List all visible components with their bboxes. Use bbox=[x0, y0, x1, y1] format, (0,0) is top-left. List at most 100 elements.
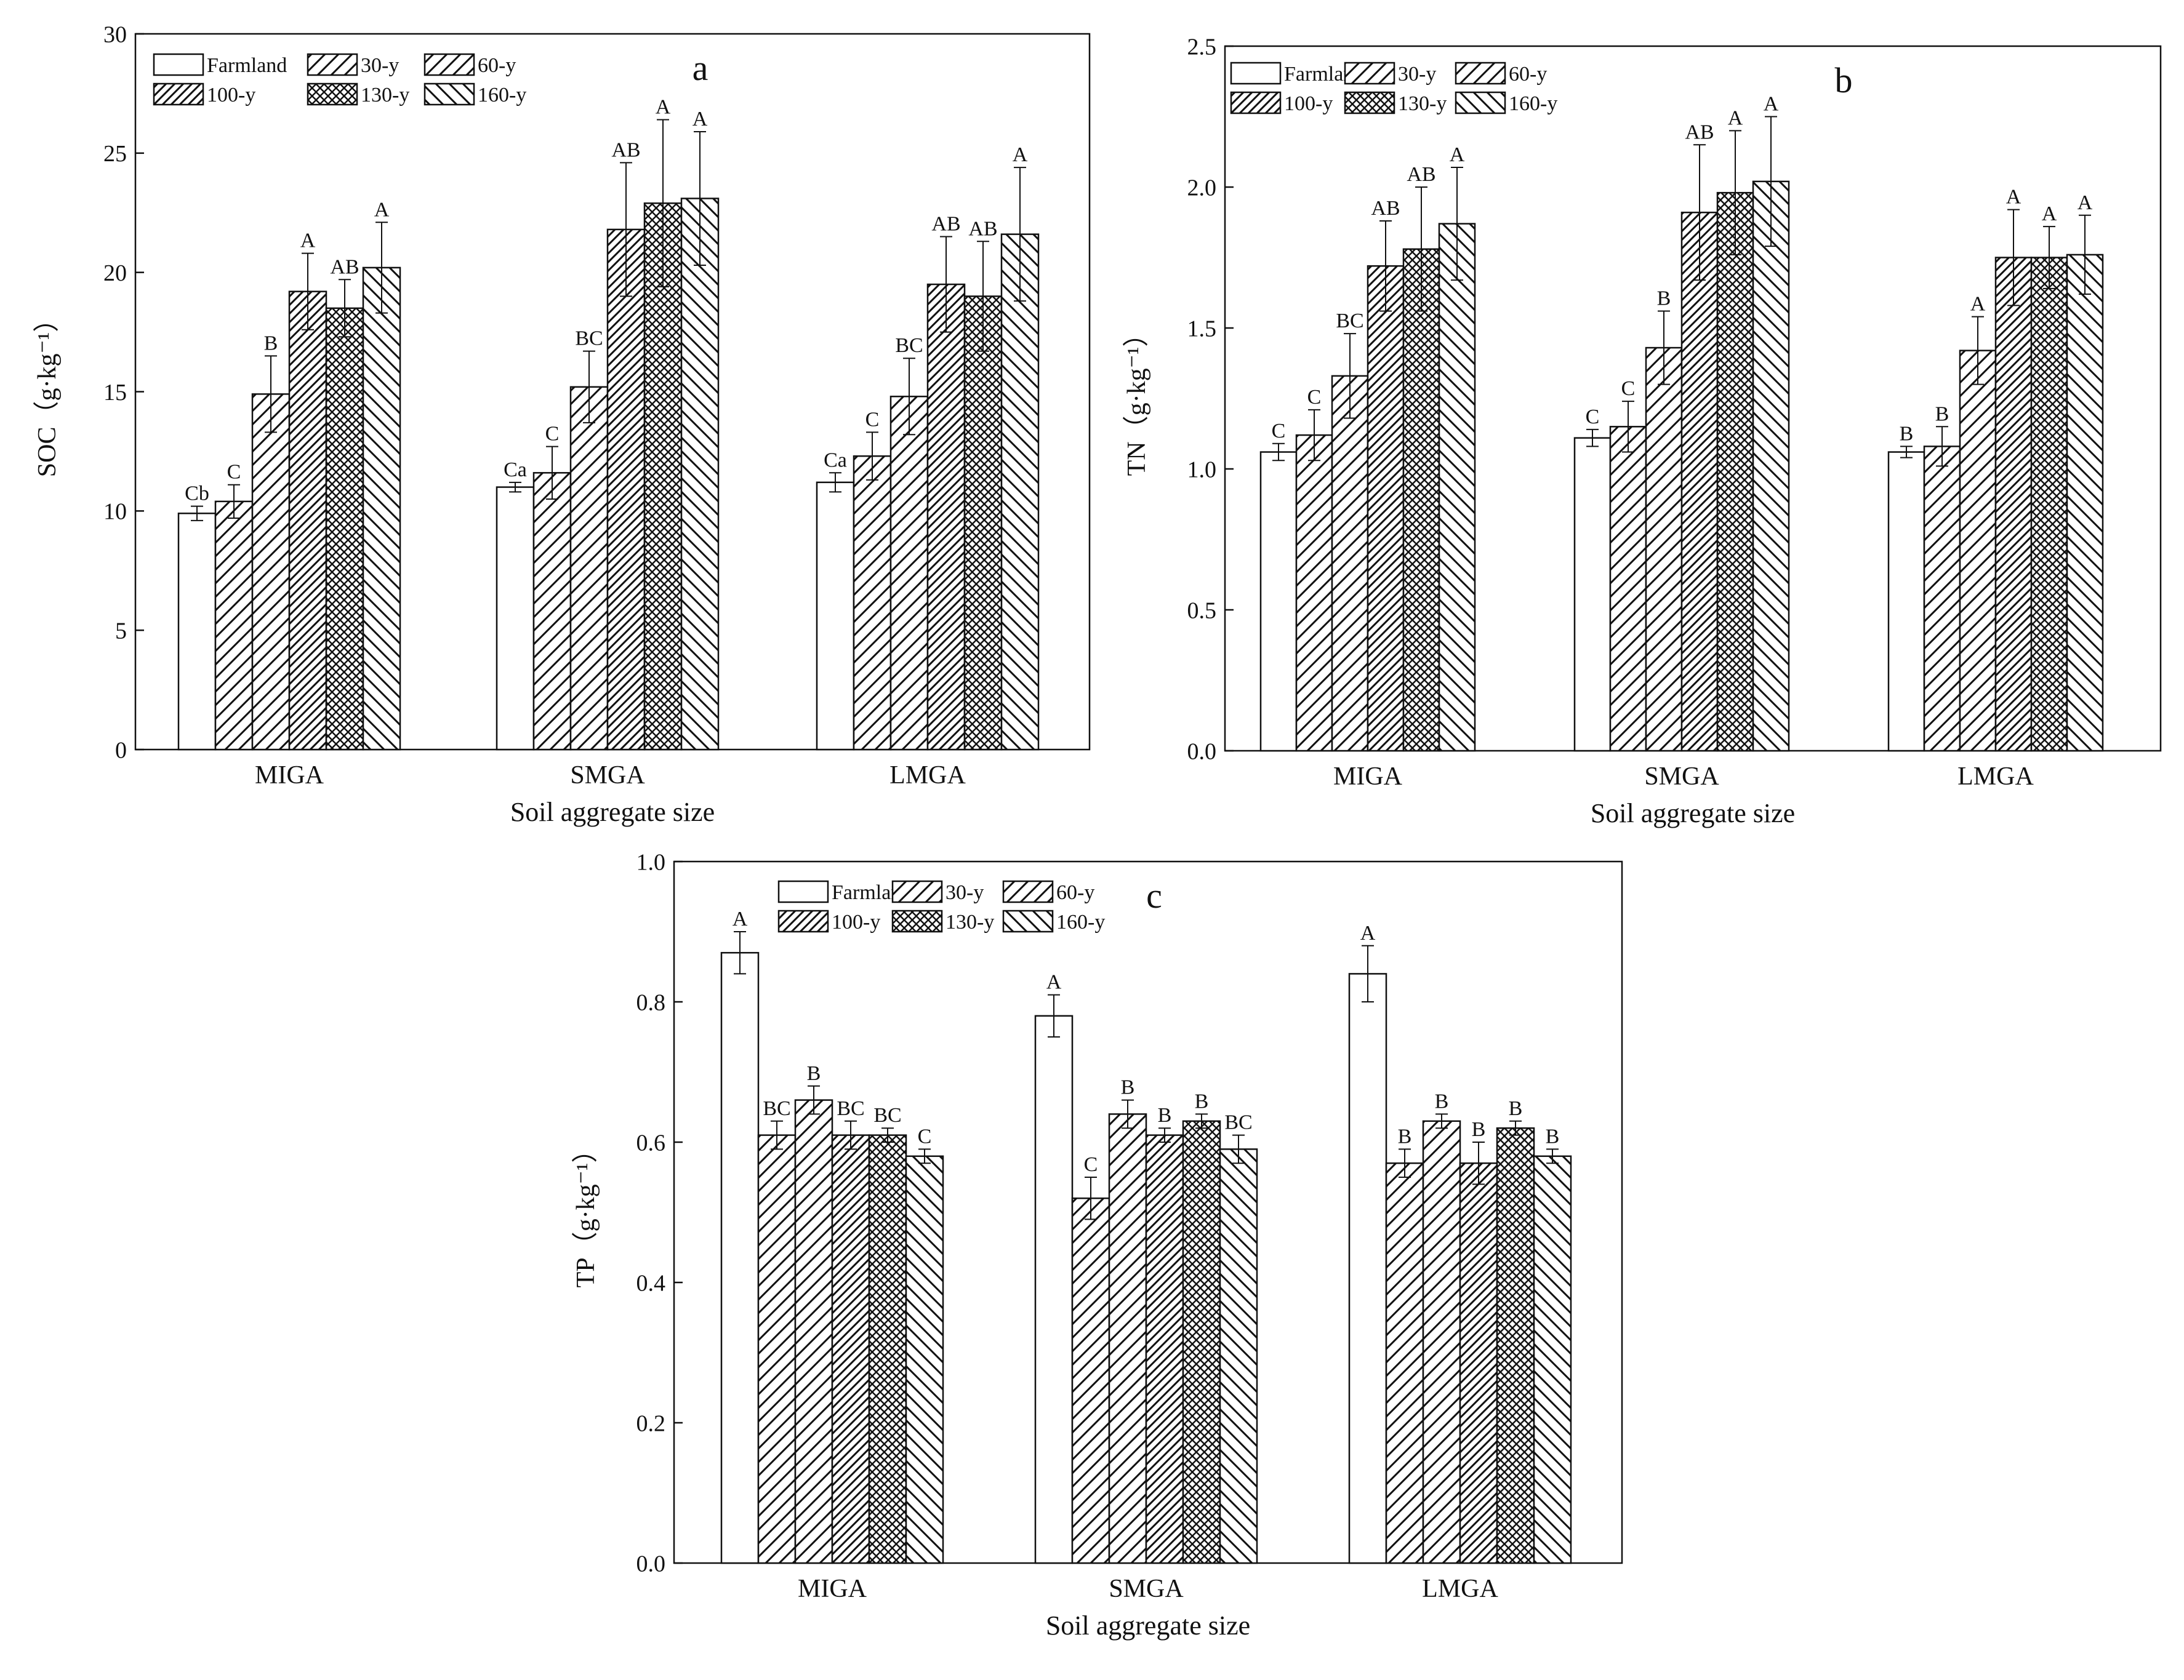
significance-letter: A bbox=[2078, 191, 2093, 214]
error-bar bbox=[1972, 316, 1984, 385]
bar-130-y-lmga bbox=[1496, 1127, 1535, 1564]
chart-panel-b: 0.00.51.01.52.02.5TN（g·kg⁻¹）MIGACCBCABAB… bbox=[1123, 34, 2162, 828]
bar-130-y-smga bbox=[1182, 1120, 1221, 1564]
legend-label-100-y: 100-y bbox=[832, 911, 880, 934]
significance-letter: A bbox=[733, 908, 748, 930]
significance-letter: A bbox=[1450, 143, 1465, 166]
error-bar bbox=[734, 931, 746, 975]
error-bar bbox=[1415, 186, 1427, 312]
bar-60-y-smga bbox=[569, 386, 609, 751]
significance-letter: AB bbox=[968, 217, 997, 240]
error-bar bbox=[509, 481, 521, 493]
significance-letter: BC bbox=[1224, 1111, 1252, 1134]
bar-130-y-smga bbox=[643, 202, 683, 751]
bar-60-y-lmga bbox=[889, 396, 929, 751]
significance-letter: C bbox=[545, 423, 560, 446]
significance-letter: B bbox=[1472, 1118, 1486, 1141]
error-bar bbox=[583, 350, 595, 423]
legend-label-60-y: 60-y bbox=[1056, 881, 1094, 904]
error-bar bbox=[191, 505, 203, 521]
x-tick-label: LMGA bbox=[1422, 1575, 1498, 1603]
significance-letter: C bbox=[1084, 1153, 1098, 1176]
error-bar bbox=[940, 236, 952, 333]
bar-60-y-miga bbox=[1331, 375, 1369, 752]
y-tick-label: 0.2 bbox=[636, 1410, 666, 1436]
error-bar bbox=[1472, 1142, 1485, 1185]
significance-letter: BC bbox=[575, 327, 603, 350]
legend-swatch-farmland bbox=[777, 880, 829, 903]
bar-farmland-smga bbox=[1034, 1015, 1074, 1564]
error-bar bbox=[1509, 1120, 1522, 1136]
significance-letter: B bbox=[1435, 1090, 1449, 1113]
significance-letter: A bbox=[693, 108, 708, 130]
legend-swatch-30-y bbox=[891, 880, 943, 903]
x-tick-label: LMGA bbox=[889, 761, 966, 790]
panel-label: b bbox=[1835, 60, 1853, 100]
bar-farmland-lmga bbox=[1887, 451, 1925, 752]
panel-label: c bbox=[1146, 876, 1162, 916]
y-tick-label: 15 bbox=[103, 380, 127, 406]
error-bar bbox=[1362, 945, 1374, 1002]
legend-swatch-30-y bbox=[307, 53, 358, 76]
bar-100-y-lmga bbox=[1459, 1162, 1498, 1564]
error-bar bbox=[1658, 310, 1670, 385]
y-axis-label: SOC（g·kg⁻¹） bbox=[33, 306, 62, 477]
significance-letter: A bbox=[1046, 971, 1062, 994]
x-tick-label: SMGA bbox=[1109, 1575, 1184, 1603]
error-bar bbox=[977, 241, 989, 352]
x-tick-label: MIGA bbox=[1333, 762, 1403, 791]
y-tick-label: 0.4 bbox=[636, 1270, 666, 1296]
significance-letter: AB bbox=[611, 138, 640, 161]
y-tick-label: 0.6 bbox=[636, 1130, 666, 1156]
error-bar bbox=[1048, 994, 1060, 1038]
bar-130-y-miga bbox=[325, 307, 364, 751]
y-tick-label: 0.5 bbox=[1187, 598, 1217, 623]
bar-farmland-miga bbox=[720, 951, 760, 1564]
legend-swatch-60-y bbox=[1002, 880, 1054, 903]
significance-letter: Ca bbox=[824, 449, 847, 471]
x-tick-label: MIGA bbox=[255, 761, 324, 790]
error-bar bbox=[2079, 214, 2091, 295]
legend-label-100-y: 100-y bbox=[207, 84, 255, 106]
significance-letter: AB bbox=[330, 255, 359, 278]
significance-letter: C bbox=[1272, 420, 1286, 442]
error-bar bbox=[1379, 220, 1392, 312]
bar-30-y-smga bbox=[1071, 1197, 1110, 1564]
bar-30-y-smga bbox=[1609, 426, 1647, 752]
legend-label-100-y: 100-y bbox=[1284, 92, 1333, 115]
legend-swatch-160-y bbox=[1455, 91, 1506, 114]
legend-label-60-y: 60-y bbox=[1509, 63, 1547, 86]
error-bar bbox=[1014, 167, 1026, 302]
legend-label-160-y: 160-y bbox=[1056, 911, 1105, 934]
legend-label-160-y: 160-y bbox=[1509, 92, 1557, 115]
significance-letter: B bbox=[264, 332, 278, 354]
significance-letter: B bbox=[1657, 287, 1671, 310]
legend-swatch-100-y bbox=[1230, 91, 1282, 114]
significance-letter: B bbox=[1121, 1076, 1135, 1099]
significance-letter: A bbox=[1970, 293, 1986, 316]
error-bar bbox=[918, 1148, 931, 1164]
y-tick-label: 30 bbox=[103, 22, 127, 47]
legend-swatch-60-y bbox=[424, 53, 475, 76]
bar-30-y-miga bbox=[1295, 434, 1333, 752]
bar-160-y-smga bbox=[1752, 180, 1790, 752]
y-tick-label: 0.0 bbox=[1187, 738, 1217, 764]
legend-label-60-y: 60-y bbox=[478, 54, 516, 77]
y-tick-label: 0.0 bbox=[636, 1551, 666, 1577]
error-bar bbox=[866, 431, 878, 481]
significance-letter: AB bbox=[1371, 197, 1400, 220]
y-tick-label: 20 bbox=[103, 260, 127, 286]
bar-60-y-miga bbox=[794, 1099, 833, 1564]
significance-letter: AB bbox=[1407, 163, 1435, 186]
significance-letter: B bbox=[1935, 402, 1949, 425]
y-tick-label: 2.5 bbox=[1187, 34, 1217, 60]
significance-letter: A bbox=[1728, 106, 1743, 129]
significance-letter: B bbox=[807, 1062, 821, 1085]
bar-160-y-smga bbox=[680, 198, 720, 751]
error-bar bbox=[2043, 226, 2055, 289]
error-bar bbox=[2007, 209, 2020, 306]
y-tick-label: 5 bbox=[115, 618, 127, 644]
significance-letter: Cb bbox=[185, 482, 209, 505]
